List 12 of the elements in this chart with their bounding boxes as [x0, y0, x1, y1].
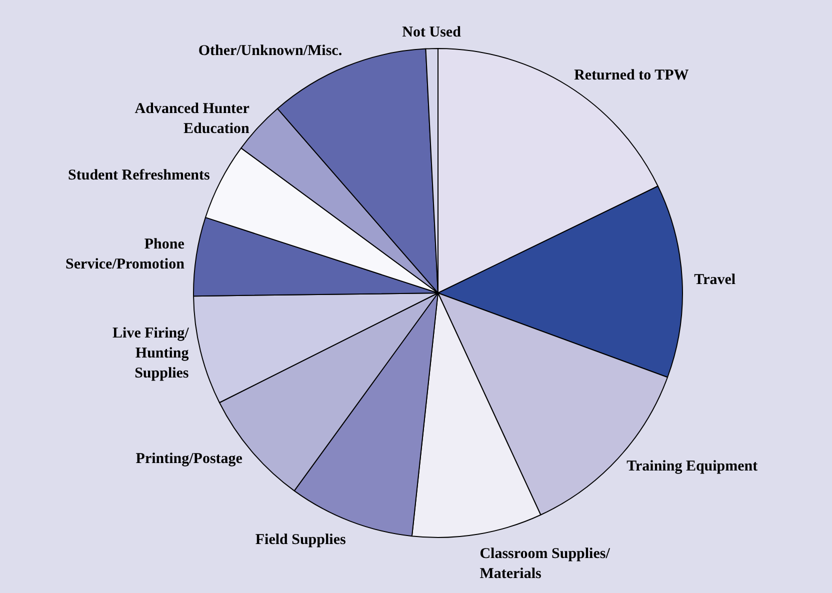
slice-label: Live Firing/ Hunting Supplies	[112, 326, 190, 382]
slice-label: Travel	[694, 272, 736, 288]
slice-label: Classroom Supplies/ Materials	[480, 546, 611, 582]
slice-label: Field Supplies	[255, 532, 346, 548]
slice-label: Not Used	[402, 24, 462, 40]
slice-label: Returned to TPW	[574, 67, 689, 84]
slice-label: Advanced Hunter Education	[134, 101, 250, 138]
slice-label: Printing/Postage	[136, 450, 243, 467]
slice-label: Other/Unknown/Misc.	[198, 42, 342, 59]
slice-label: Training Equipment	[626, 458, 758, 475]
slice-label: Phone Service/Promotion	[66, 236, 186, 272]
slice-label: Student Refreshments	[68, 168, 210, 184]
